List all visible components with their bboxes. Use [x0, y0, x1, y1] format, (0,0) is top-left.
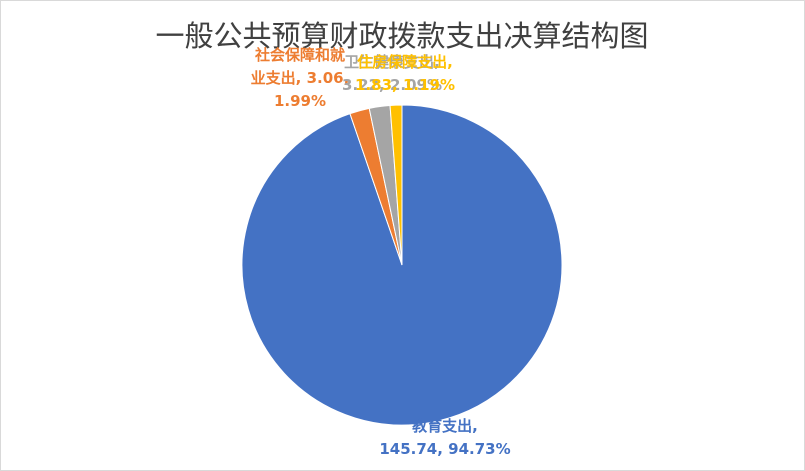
data-label: 社会保障和就业支出, 3.06, 1.99%	[251, 46, 350, 110]
chart-title: 一般公共预算财政拨款支出决算结构图	[155, 19, 648, 53]
data-label: 教育支出, 145.74, 94.73%	[379, 417, 510, 458]
data-label: 住房保障支出, 1.83, 1.19%	[355, 53, 455, 94]
data-label: 卫生健康支出, 3.22, 2.09%	[342, 53, 442, 94]
pie-slice	[389, 104, 403, 266]
